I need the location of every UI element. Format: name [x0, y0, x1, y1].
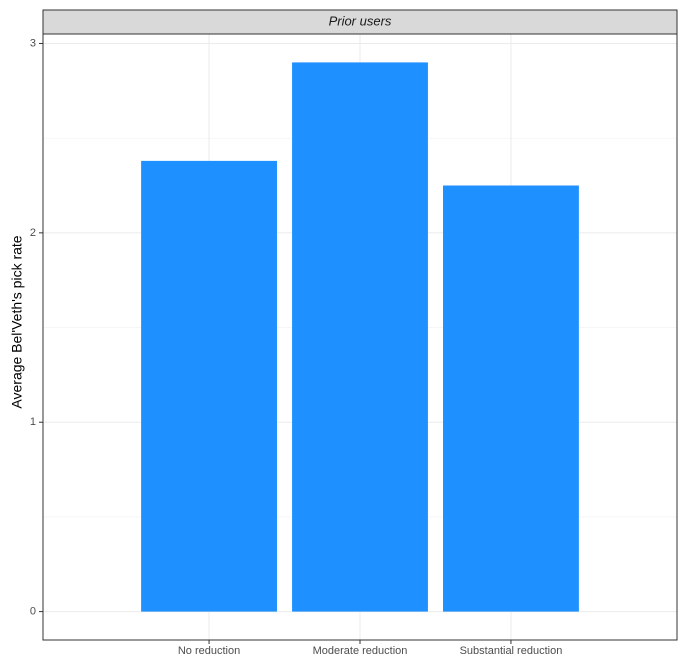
bar: [292, 62, 428, 612]
x-tick-label: Moderate reduction: [313, 645, 408, 657]
strip-label: Prior users: [329, 13, 392, 28]
y-axis-title: Average Bel'Veth's pick rate: [9, 235, 25, 408]
facet-strip: [42, 9, 678, 35]
y-tick-label: 3: [30, 37, 36, 49]
y-tick-label: 0: [30, 606, 36, 618]
y-tick-label: 1: [30, 416, 36, 428]
x-tick-label: No reduction: [178, 645, 240, 657]
bar: [443, 185, 579, 612]
panel-border: [42, 33, 678, 641]
x-tick-label: Substantial reduction: [460, 645, 563, 657]
y-tick-label: 2: [30, 227, 36, 239]
bar: [141, 160, 277, 612]
